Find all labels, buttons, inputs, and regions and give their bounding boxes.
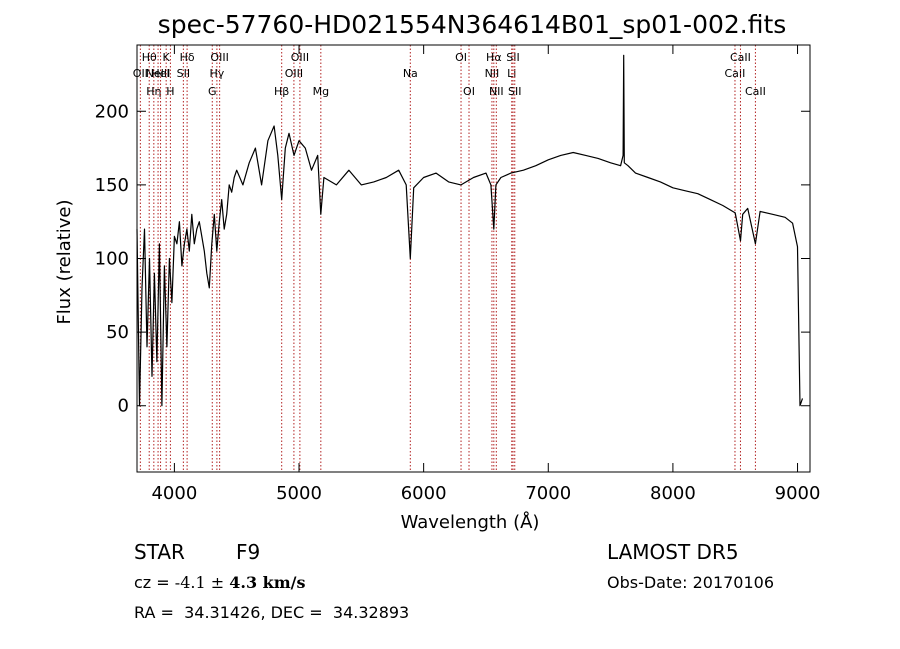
ra-label: RA = xyxy=(134,603,179,622)
obs-date-label: Obs-Date: xyxy=(607,573,693,592)
object-type: STAR xyxy=(134,540,185,564)
y-tick-label-4: 200 xyxy=(95,101,129,122)
marker-label-11: OIII xyxy=(210,51,228,64)
marker-label-8: Hδ xyxy=(180,51,195,64)
redshift-error: 4.3 km/s xyxy=(229,573,306,592)
marker-label-24: SII xyxy=(508,85,521,98)
redshift-label: cz = xyxy=(134,573,175,592)
ra-value: 34.31426 xyxy=(184,603,261,622)
y-tick-label-3: 150 xyxy=(95,175,129,196)
marker-label-25: CaII xyxy=(725,67,746,80)
marker-label-7: SII xyxy=(177,67,190,80)
marker-label-5: K xyxy=(163,51,171,64)
marker-label-22: Li xyxy=(507,67,516,80)
plot-frame xyxy=(136,44,811,473)
marker-label-18: OI xyxy=(463,85,475,98)
subclass: F9 xyxy=(236,540,261,564)
redshift-value: -4.1 xyxy=(174,573,206,592)
marker-label-17: OI xyxy=(455,51,467,64)
y-tick-label-0: 0 xyxy=(118,396,129,417)
marker-label-12: Hβ xyxy=(274,85,289,98)
plus-minus: ± xyxy=(210,573,225,592)
x-tick-label-5: 9000 xyxy=(775,483,821,504)
marker-label-9: G xyxy=(208,85,217,98)
spectrum-series-line xyxy=(136,54,804,407)
marker-label-27: CaII xyxy=(745,85,766,98)
chart-title: spec-57760-HD021554N364614B01_sp01-002.f… xyxy=(158,10,787,39)
dec-label: , DEC = xyxy=(260,603,328,622)
x-tick-label-0: 4000 xyxy=(151,483,197,504)
marker-label-15: Mg xyxy=(313,85,329,98)
x-tick-label-3: 7000 xyxy=(525,483,571,504)
marker-label-16: Na xyxy=(403,67,418,80)
y-axis-label: Flux (relative) xyxy=(54,199,75,324)
y-tick-label-1: 50 xyxy=(106,322,129,343)
redshift-readout: cz = -4.1 ± 4.3 km/s xyxy=(134,573,306,592)
survey-name: LAMOST DR5 xyxy=(607,540,739,564)
y-tick-label-2: 100 xyxy=(95,249,129,270)
x-tick-label-1: 5000 xyxy=(276,483,322,504)
x-tick-label-4: 8000 xyxy=(650,483,696,504)
marker-label-4: HeI xyxy=(151,67,169,80)
marker-label-1: Hθ xyxy=(142,51,157,64)
y-axis: 0 50 100 150 200 xyxy=(95,101,810,417)
x-axis: 4000 5000 6000 7000 8000 9000 xyxy=(151,45,820,504)
marker-label-13: OIII xyxy=(285,67,303,80)
marker-label-19: NII xyxy=(485,67,500,80)
obs-date-value: 20170106 xyxy=(692,573,775,592)
x-tick-label-2: 6000 xyxy=(401,483,447,504)
marker-label-2: Hη xyxy=(146,85,161,98)
marker-label-3: NeIII xyxy=(146,67,171,80)
dec-value: 34.32893 xyxy=(332,603,410,622)
marker-label-6: H xyxy=(166,85,174,98)
x-axis-label: Wavelength (Å) xyxy=(401,511,540,533)
marker-label-14: OIII xyxy=(291,51,309,64)
spectral-line-markers: OIIHθHηNeIIIHeIKHSIIHδGHγOIIIHβOIIIOIIIM… xyxy=(133,45,766,472)
coordinates-readout: RA = 34.31426, DEC = 34.32893 xyxy=(134,603,409,622)
marker-label-20: Hα xyxy=(486,51,502,64)
obs-date-readout: Obs-Date: 20170106 xyxy=(607,573,774,592)
marker-label-23: SII xyxy=(506,51,519,64)
marker-label-26: CaII xyxy=(730,51,751,64)
marker-label-21: NII xyxy=(489,85,504,98)
marker-label-10: Hγ xyxy=(209,67,224,80)
